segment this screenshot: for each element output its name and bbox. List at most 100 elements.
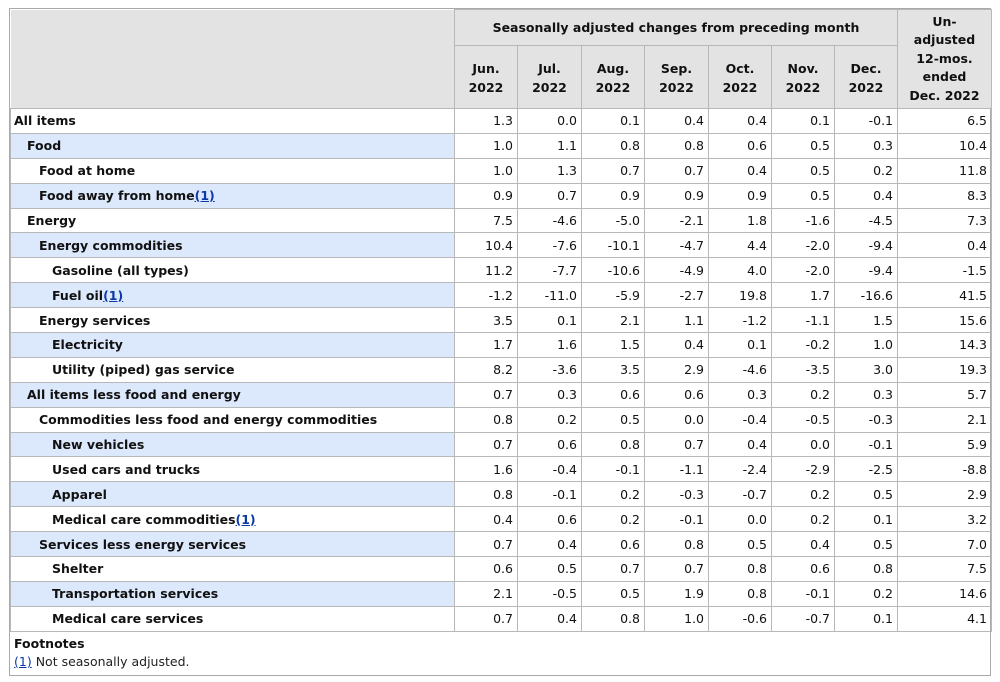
value-cell: -2.5 [834, 456, 898, 483]
value-cell: 0.1 [771, 108, 835, 134]
footnotes: Footnotes (1) Not seasonally adjusted. [14, 636, 190, 669]
table-row: New vehicles 0.7 0.6 0.8 0.7 0.4 0.0 -0.1 5.9 [10, 431, 992, 458]
value-cell: 0.6 [517, 506, 582, 533]
value-cell: -10.6 [581, 257, 645, 284]
row-label: Fuel oil(1) [10, 282, 455, 309]
value-cell: 0.4 [517, 531, 582, 558]
row-label: Shelter [10, 556, 455, 582]
value-cell: -8.8 [897, 456, 992, 483]
value-cell: 0.6 [708, 132, 772, 159]
footnote-link[interactable]: (1) [194, 188, 215, 204]
row-label: All items [10, 108, 455, 134]
value-cell: 1.6 [517, 332, 582, 358]
value-cell: 41.5 [897, 282, 992, 309]
value-cell: 0.5 [581, 406, 645, 433]
value-cell: 7.3 [897, 207, 992, 234]
value-cell: 0.5 [771, 157, 835, 184]
value-cell: 6.5 [897, 108, 992, 134]
value-cell: 0.8 [454, 481, 518, 508]
value-cell: -3.6 [517, 356, 582, 383]
value-cell: 0.8 [581, 132, 645, 159]
value-cell: 0.0 [708, 506, 772, 533]
table-row: Energy services 3.5 0.1 2.1 1.1 -1.2 -1.1 1.5 15… [10, 307, 992, 334]
value-cell: 0.7 [454, 531, 518, 558]
value-cell: 1.5 [834, 307, 898, 334]
value-cell: 0.7 [454, 605, 518, 632]
value-cell: 5.9 [897, 431, 992, 458]
value-cell: 0.8 [834, 556, 898, 582]
value-cell: 0.3 [708, 381, 772, 408]
value-cell: -0.2 [771, 332, 835, 358]
value-cell: -4.7 [644, 232, 709, 259]
row-label: New vehicles [10, 431, 455, 458]
value-cell: -9.4 [834, 232, 898, 259]
header-month-2: Aug. 2022 [581, 45, 645, 109]
row-label: All items less food and energy [10, 381, 455, 408]
value-cell: 0.3 [517, 381, 582, 408]
value-cell: -2.9 [771, 456, 835, 483]
value-cell: 1.0 [834, 332, 898, 358]
header-month-5: Nov. 2022 [771, 45, 835, 109]
value-cell: 7.0 [897, 531, 992, 558]
value-cell: 3.0 [834, 356, 898, 383]
header-month-3: Sep. 2022 [644, 45, 709, 109]
table-row: Medical care commodities(1) 0.4 0.6 0.2 -0.1… [10, 506, 992, 533]
value-cell: 0.1 [834, 605, 898, 632]
table-row: Transportation services 2.1 -0.5 0.5 1.9 0.8-… [10, 580, 992, 607]
value-cell: 0.3 [834, 381, 898, 408]
value-cell: 1.0 [454, 132, 518, 159]
header-month-6: Dec. 2022 [834, 45, 898, 109]
value-cell: 0.4 [708, 431, 772, 458]
value-cell: -11.0 [517, 282, 582, 309]
value-cell: -0.7 [708, 481, 772, 508]
value-cell: 10.4 [897, 132, 992, 159]
value-cell: 0.8 [581, 605, 645, 632]
value-cell: 0.8 [644, 132, 709, 159]
value-cell: 0.0 [644, 406, 709, 433]
value-cell: 0.5 [771, 182, 835, 209]
value-cell: 3.2 [897, 506, 992, 533]
value-cell: 3.5 [581, 356, 645, 383]
value-cell: 0.1 [581, 108, 645, 134]
value-cell: 1.3 [454, 108, 518, 134]
table-row: Fuel oil(1) -1.2 -11.0 -5.9 -2.7 19.8 1.7 -16.6… [10, 282, 992, 309]
value-cell: 3.5 [454, 307, 518, 334]
value-cell: 0.5 [834, 481, 898, 508]
value-cell: 0.4 [644, 332, 709, 358]
value-cell: 0.4 [897, 232, 992, 259]
value-cell: 2.9 [897, 481, 992, 508]
value-cell: 0.0 [771, 431, 835, 458]
value-cell: 0.2 [581, 481, 645, 508]
row-label: Services less energy services [10, 531, 455, 558]
table-row: Food away from home(1) 0.9 0.7 0.9 0.9 0.9 0.5… [10, 182, 992, 209]
value-cell: -4.5 [834, 207, 898, 234]
footnote-link[interactable]: (1) [235, 511, 256, 527]
value-cell: 0.6 [454, 556, 518, 582]
row-label: Transportation services [10, 580, 455, 607]
value-cell: 7.5 [897, 556, 992, 582]
value-cell: -0.1 [771, 580, 835, 607]
header-unadjusted: Un- adjusted 12-mos. ended Dec. 2022 [897, 9, 992, 109]
value-cell: 0.7 [644, 556, 709, 582]
value-cell: -2.7 [644, 282, 709, 309]
value-cell: 0.2 [517, 406, 582, 433]
value-cell: 0.7 [454, 431, 518, 458]
value-cell: 2.1 [454, 580, 518, 607]
value-cell: 0.8 [644, 531, 709, 558]
table-row: Electricity 1.7 1.6 1.5 0.4 0.1 -0.2 1.0 14.3 [10, 332, 992, 358]
value-cell: 1.6 [454, 456, 518, 483]
value-cell: 15.6 [897, 307, 992, 334]
table-row: All items 1.3 0.0 0.1 0.4 0.4 0.1 -0.1 6.5 [10, 108, 992, 134]
footnote-1-marker[interactable]: (1) [14, 654, 32, 669]
footnote-link[interactable]: (1) [103, 287, 124, 303]
header-month-row: Jun. 2022 Jul. 2022 Aug. 2022 Sep. 2022 Oct. 2022… [11, 45, 992, 109]
value-cell: 1.7 [771, 282, 835, 309]
value-cell: -0.1 [517, 481, 582, 508]
value-cell: -0.1 [581, 456, 645, 483]
value-cell: 0.4 [644, 108, 709, 134]
value-cell: -0.6 [708, 605, 772, 632]
value-cell: -2.4 [708, 456, 772, 483]
row-label: Energy services [10, 307, 455, 334]
value-cell: -5.9 [581, 282, 645, 309]
value-cell: 0.5 [581, 580, 645, 607]
